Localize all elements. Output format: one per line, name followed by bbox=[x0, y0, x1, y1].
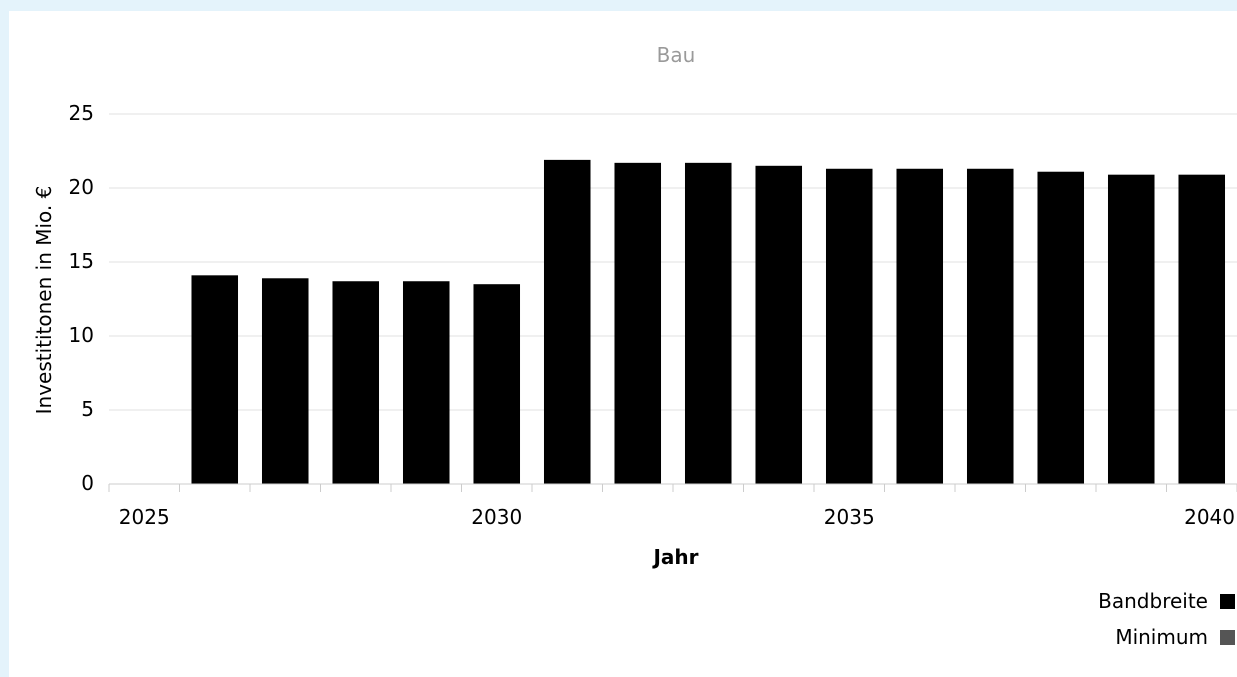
bar[interactable] bbox=[1178, 174, 1226, 484]
bar[interactable] bbox=[191, 275, 239, 484]
chart-title: Bau bbox=[657, 43, 696, 67]
bar[interactable] bbox=[825, 168, 873, 484]
x-tick-label: 2025 bbox=[119, 505, 170, 529]
bar[interactable] bbox=[614, 162, 662, 484]
x-axis-title: Jahr bbox=[651, 545, 698, 569]
bar[interactable] bbox=[684, 162, 732, 484]
bars bbox=[191, 159, 1226, 485]
bar[interactable] bbox=[473, 284, 521, 484]
legend-item[interactable]: Minimum bbox=[1115, 625, 1235, 649]
y-tick-label: 25 bbox=[69, 101, 94, 125]
legend[interactable]: Bandbreite Minimum bbox=[1098, 589, 1235, 649]
bar[interactable] bbox=[966, 168, 1014, 484]
legend-swatch bbox=[1220, 594, 1235, 609]
y-tick-label: 15 bbox=[69, 249, 94, 273]
x-tick-label: 2035 bbox=[824, 505, 875, 529]
legend-label: Bandbreite bbox=[1098, 589, 1208, 613]
x-axis-ticks: 2025 2030 2035 2040 bbox=[108, 484, 1237, 529]
bar[interactable] bbox=[543, 159, 591, 484]
y-tick-label: 0 bbox=[81, 471, 94, 495]
y-axis-title: Investititonen in Mio. € bbox=[32, 186, 56, 415]
y-tick-label: 10 bbox=[69, 323, 94, 347]
bar[interactable] bbox=[1037, 171, 1085, 484]
legend-item[interactable]: Bandbreite bbox=[1098, 589, 1235, 613]
x-tick-label: 2040 bbox=[1184, 505, 1235, 529]
x-tick-label: 2030 bbox=[471, 505, 522, 529]
bar[interactable] bbox=[261, 278, 309, 484]
legend-swatch bbox=[1220, 630, 1235, 645]
bar[interactable] bbox=[755, 165, 803, 485]
legend-label: Minimum bbox=[1115, 625, 1208, 649]
y-tick-label: 20 bbox=[69, 175, 94, 199]
y-axis-ticks: 0 5 10 15 20 25 bbox=[69, 101, 94, 495]
bar[interactable] bbox=[1107, 174, 1155, 484]
bar[interactable] bbox=[332, 281, 380, 484]
y-tick-label: 5 bbox=[81, 397, 94, 421]
bar[interactable] bbox=[402, 281, 450, 484]
chart-panel: Bau 0 5 10 15 20 25 2025 2030 2035 2040 Jahr Inv… bbox=[9, 11, 1237, 677]
bar[interactable] bbox=[896, 168, 944, 484]
